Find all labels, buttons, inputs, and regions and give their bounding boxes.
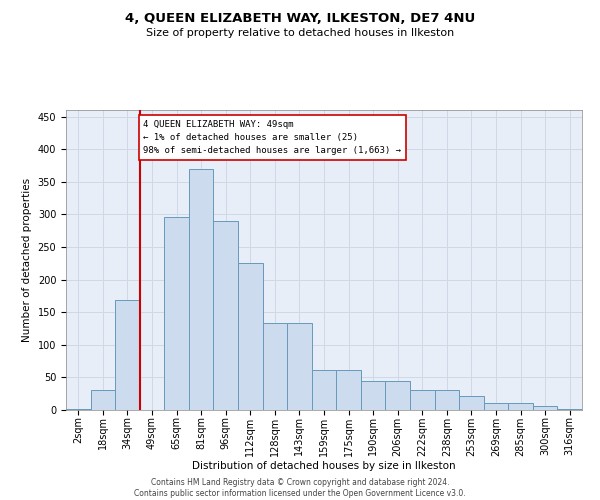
Bar [214,221,238,410]
Text: 4 QUEEN ELIZABETH WAY: 49sqm
← 1% of detached houses are smaller (25)
98% of sem: 4 QUEEN ELIZABETH WAY: 49sqm ← 1% of det… [143,120,401,155]
Bar [312,370,336,410]
Y-axis label: Number of detached properties: Number of detached properties [22,178,32,342]
Bar [91,390,115,410]
Text: Size of property relative to detached houses in Ilkeston: Size of property relative to detached ho… [146,28,454,38]
Text: 4, QUEEN ELIZABETH WAY, ILKESTON, DE7 4NU: 4, QUEEN ELIZABETH WAY, ILKESTON, DE7 4N… [125,12,475,26]
Bar [385,382,410,410]
Bar [361,382,385,410]
Bar [238,262,263,410]
Bar [484,403,508,410]
Bar [115,300,140,410]
X-axis label: Distribution of detached houses by size in Ilkeston: Distribution of detached houses by size … [192,462,456,471]
Bar [557,408,582,410]
Bar [164,217,189,410]
Bar [508,403,533,410]
Bar [263,322,287,410]
Bar [533,406,557,410]
Bar [459,396,484,410]
Bar [434,390,459,410]
Text: Contains HM Land Registry data © Crown copyright and database right 2024.
Contai: Contains HM Land Registry data © Crown c… [134,478,466,498]
Bar [189,168,214,410]
Bar [336,370,361,410]
Bar [287,322,312,410]
Bar [410,390,434,410]
